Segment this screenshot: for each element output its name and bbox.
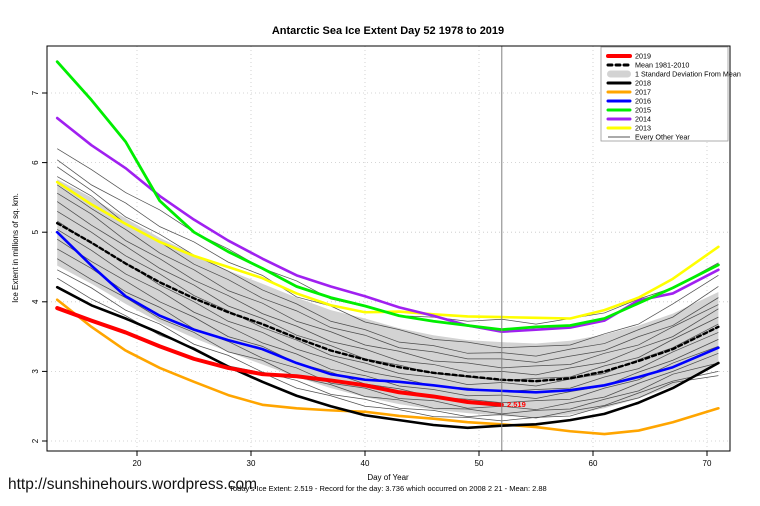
x-tick-label: 60 — [589, 459, 598, 468]
y-tick-label: 2 — [31, 438, 40, 443]
series-2014 — [55, 116, 720, 334]
blog-url-link[interactable]: http://sunshinehours.wordpress.com — [8, 476, 257, 493]
year-series-lines — [55, 60, 720, 436]
legend-label-1-standard-deviation-from-mean: 1 Standard Deviation From Mean — [635, 70, 741, 79]
todays-value-annotation: 2.519 — [507, 400, 526, 409]
series-2019 — [55, 306, 504, 407]
legend-label-every-other-year: Every Other Year — [635, 133, 690, 142]
y-tick-label: 6 — [31, 160, 40, 165]
footer-stats: Today's Ice Extent: 2.519 - Record for t… — [229, 484, 546, 493]
legend-label-2019: 2019 — [635, 52, 651, 61]
y-tick-label: 3 — [31, 369, 40, 374]
chart-title: Antarctic Sea Ice Extent Day 52 1978 to … — [272, 25, 504, 37]
legend-label-2014: 2014 — [635, 115, 651, 124]
series-2018 — [55, 285, 720, 430]
legend-label-2017: 2017 — [635, 88, 651, 97]
legend-label-2015: 2015 — [635, 106, 651, 115]
series-2015 — [55, 60, 720, 332]
x-tick-label: 30 — [247, 459, 256, 468]
x-tick-label: 50 — [475, 459, 484, 468]
y-tick-label: 4 — [31, 299, 40, 304]
std-deviation-band — [57, 179, 719, 418]
x-tick-label: 20 — [133, 459, 142, 468]
series-2017 — [55, 298, 720, 436]
legend-label-mean-1981-2010: Mean 1981-2010 — [635, 61, 689, 70]
legend-label-2013: 2013 — [635, 124, 651, 133]
legend-label-2018: 2018 — [635, 79, 651, 88]
axis-ticks: 20 30 40 50 60 70 2 3 4 5 6 7 — [31, 90, 712, 468]
x-tick-label: 40 — [361, 459, 370, 468]
y-axis-title: Ice Extent in millions of sq. km. — [11, 193, 20, 303]
x-axis-title: Day of Year — [367, 473, 409, 482]
y-tick-label: 5 — [31, 229, 40, 234]
series-2016 — [55, 230, 720, 394]
legend-label-2016: 2016 — [635, 97, 651, 106]
series-mean-1981-2010 — [56, 221, 720, 383]
plot-border — [46, 45, 731, 452]
y-tick-label: 7 — [31, 90, 40, 95]
x-tick-label: 70 — [703, 459, 712, 468]
